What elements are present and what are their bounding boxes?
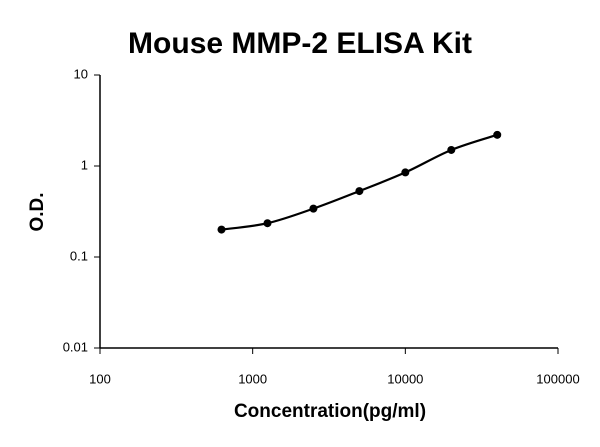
y-tick-label: 0.1 xyxy=(70,248,88,263)
data-point xyxy=(447,145,456,154)
data-point xyxy=(493,130,502,139)
x-tick-label: 100000 xyxy=(536,371,579,386)
x-axis-label: Concentration(pg/ml) xyxy=(234,401,426,422)
x-tick-label: 1000 xyxy=(238,371,267,386)
x-tick-label: 10000 xyxy=(387,371,423,386)
data-point xyxy=(309,204,318,213)
data-point xyxy=(263,219,272,228)
x-tick-label: 100 xyxy=(89,371,111,386)
data-point xyxy=(401,168,410,177)
y-tick-label: 10 xyxy=(74,66,88,81)
y-tick-label: 0.01 xyxy=(63,339,88,354)
data-point xyxy=(217,225,226,234)
data-point xyxy=(355,187,364,196)
fit-curve xyxy=(221,133,498,231)
y-axis-label: O.D. xyxy=(27,192,48,231)
y-tick-label: 1 xyxy=(81,157,88,172)
chart-title: Mouse MMP-2 ELISA Kit xyxy=(128,27,472,60)
